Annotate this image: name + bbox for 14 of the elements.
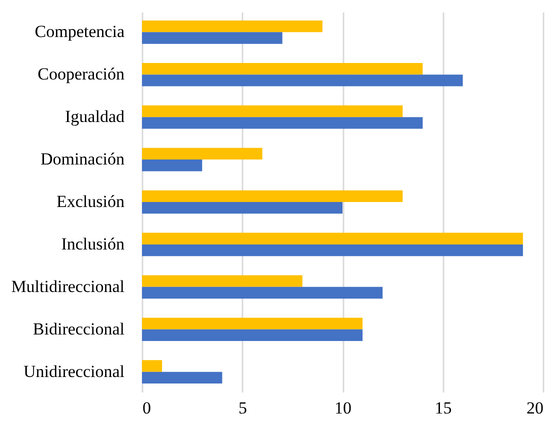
y-tick-label: Unidireccional: [23, 362, 125, 381]
x-tick-label: 10: [334, 398, 352, 418]
x-tick-label: 15: [434, 398, 452, 418]
y-tick-label: Multidireccional: [11, 276, 125, 296]
x-tick-label: 5: [238, 398, 247, 418]
y-tick-label: Cooperación: [38, 64, 125, 84]
x-tick-label: 20: [526, 398, 544, 418]
y-tick-label: Bidireccional: [32, 319, 125, 338]
y-tick-label: Exclusión: [56, 192, 125, 211]
y-tick-label: Dominación: [40, 150, 125, 169]
x-tick-label: 0: [142, 398, 151, 418]
y-tick-label: Competencia: [34, 22, 125, 42]
y-tick-label: Inclusión: [61, 234, 125, 254]
y-tick-label: Igualdad: [65, 107, 125, 126]
